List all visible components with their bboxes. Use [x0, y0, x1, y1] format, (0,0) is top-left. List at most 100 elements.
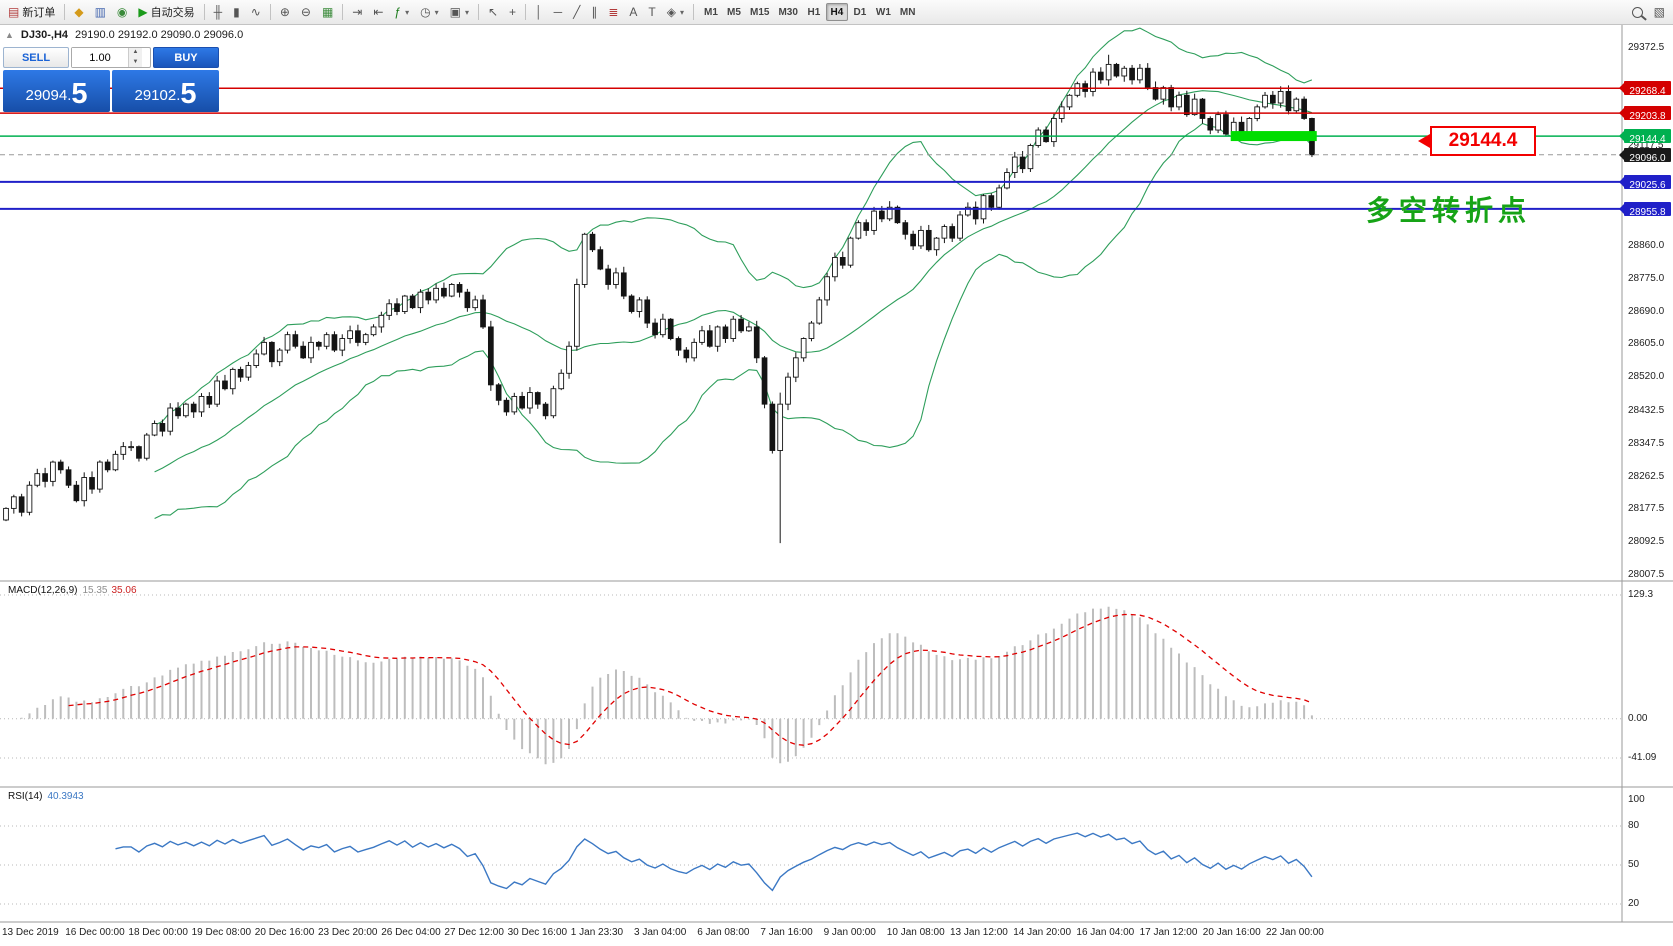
time-tick-label: 9 Jan 00:00: [823, 927, 876, 938]
tile-windows-button[interactable]: ▦: [317, 2, 338, 22]
time-tick-label: 16 Dec 00:00: [65, 927, 125, 938]
vertical-line-button[interactable]: │: [530, 2, 548, 22]
collapse-panel-icon[interactable]: ▲: [5, 30, 14, 40]
time-tick-label: 23 Dec 20:00: [318, 927, 378, 938]
text-button[interactable]: A: [624, 2, 642, 22]
market-watch-button[interactable]: ◆: [69, 2, 88, 22]
auto-scroll-button[interactable]: ⇥: [347, 2, 367, 22]
macd-value-main: 15.35: [82, 585, 108, 596]
shapes-button[interactable]: ◈ ▾: [662, 2, 689, 22]
cursor-button[interactable]: ↖: [483, 2, 503, 22]
time-tick-label: 22 Jan 00:00: [1266, 927, 1324, 938]
label-icon: T: [648, 5, 656, 19]
volume-down-icon[interactable]: ▼: [129, 57, 142, 67]
indicators-icon: ƒ: [394, 5, 402, 19]
market-watch-icon: ◆: [74, 5, 84, 19]
trendline-button[interactable]: ╱: [568, 2, 585, 22]
volume-input[interactable]: [72, 48, 128, 67]
time-tick-label: 1 Jan 23:30: [570, 927, 624, 938]
macd-tick-label: -41.09: [1628, 752, 1657, 763]
new-order-button[interactable]: ▤ 新订单: [3, 2, 60, 22]
chevron-down-icon: ▾: [434, 7, 439, 17]
timeframe-m30-button[interactable]: M30: [774, 3, 801, 21]
line-chart-button[interactable]: ∿: [246, 2, 266, 22]
templates-icon: ▣: [449, 5, 461, 19]
timeframe-mn-button[interactable]: MN: [896, 3, 920, 21]
fibonacci-button[interactable]: ≣: [603, 2, 623, 22]
price-callout[interactable]: 29144.4: [1418, 126, 1536, 156]
annotation-note[interactable]: 多空转折点: [1366, 195, 1532, 226]
time-tick-label: 13 Dec 2019: [2, 927, 59, 938]
horizontal-line-button[interactable]: ─: [549, 2, 568, 22]
time-axis[interactable]: 13 Dec 2019 16 Dec 00:00 18 Dec 00:00 19 De…: [0, 922, 1622, 946]
price-tag: 28955.8: [1619, 201, 1671, 218]
price-tick-label: 28775.0: [1628, 272, 1665, 284]
buy-button[interactable]: BUY: [153, 47, 219, 68]
auto-trading-button[interactable]: ▶ 自动交易: [133, 2, 199, 22]
volume-up-icon[interactable]: ▲: [129, 48, 142, 58]
timeframe-d1-button[interactable]: D1: [849, 3, 871, 21]
chart-shift-button[interactable]: ⇤: [368, 2, 388, 22]
rsi-line: [115, 832, 1313, 892]
periods-button[interactable]: ◷ ▾: [415, 2, 444, 22]
toolbar-separator: [525, 4, 527, 20]
horizontal-line-icon: ─: [553, 5, 563, 19]
buy-price-box[interactable]: 29102. 5: [112, 70, 219, 112]
templates-button[interactable]: ▣ ▾: [445, 2, 474, 22]
channel-button[interactable]: ∥: [586, 2, 602, 22]
crosshair-button[interactable]: +: [504, 2, 521, 22]
candlestick-chart-icon: ▮: [233, 5, 240, 19]
navigator-button[interactable]: ◉: [112, 2, 132, 22]
chart-header: ▲ DJ30-,H4 29190.0 29192.0 29090.0 29096…: [5, 29, 243, 41]
one-click-trading-panel: SELL ▲ ▼ BUY 29094.5 29102.5: [3, 47, 219, 112]
timeframe-m15-button[interactable]: M15: [746, 3, 773, 21]
sell-button[interactable]: SELL: [3, 47, 69, 68]
price-tick-label: 29117.5: [1628, 140, 1664, 152]
timeframe-m1-button[interactable]: M1: [700, 3, 722, 21]
time-tick-label: 19 Dec 08:00: [191, 927, 252, 938]
label-button[interactable]: T: [643, 2, 660, 22]
time-tick-label: 16 Jan 04:00: [1076, 927, 1135, 938]
data-window-button[interactable]: ▥: [90, 2, 111, 22]
vertical-line-icon: │: [535, 5, 543, 19]
line-chart-icon: ∿: [250, 5, 261, 19]
periods-icon: ◷: [420, 5, 431, 19]
auto-trading-icon: ▶: [138, 5, 148, 19]
volume-stepper: ▲ ▼: [71, 47, 151, 68]
price-tick-label: 28690.0: [1628, 305, 1665, 317]
price-tick-label: 28860.0: [1628, 239, 1665, 251]
sell-price: 29094.: [25, 87, 72, 104]
rsi-pane: [115, 832, 1313, 892]
zoom-in-button[interactable]: ⊕: [275, 2, 295, 22]
support-highlight-rect: [1230, 131, 1317, 142]
rsi-tick-label: 20: [1628, 898, 1640, 909]
callout-text: 29144.4: [1448, 130, 1518, 151]
symbol-period-label: DJ30-,H4: [20, 29, 68, 41]
tile-windows-icon: ▦: [321, 5, 334, 19]
price-tag: 29025.6: [1619, 174, 1671, 191]
zoom-out-button[interactable]: ⊖: [296, 2, 316, 22]
sell-price-box[interactable]: 29094. 5: [3, 70, 110, 112]
price-axis[interactable]: 29372.5 29117.5 28860.0 28775.0 28690.0 28605…: [1619, 0, 1673, 946]
price-tick-label: 28177.5: [1628, 503, 1665, 515]
timeframe-m5-button[interactable]: M5: [723, 3, 745, 21]
bar-chart-button[interactable]: ╫: [209, 2, 228, 22]
profiles-button[interactable]: ▧: [1649, 2, 1670, 22]
time-tick-label: 6 Jan 08:00: [697, 927, 750, 938]
search-button[interactable]: [1627, 2, 1648, 22]
trendline-icon: ╱: [573, 5, 581, 19]
macd-tick-label: 129.3: [1628, 589, 1654, 600]
macd-pane: [20, 606, 1313, 765]
indicators-button[interactable]: ƒ ▾: [389, 2, 414, 22]
profiles-icon: ▧: [1653, 5, 1665, 19]
toolbar-separator: [203, 4, 205, 20]
callout-arrow-icon: [1418, 134, 1430, 148]
zoom-out-icon: ⊖: [300, 5, 311, 19]
candlestick-chart-button[interactable]: ▮: [228, 2, 245, 22]
timeframe-w1-button[interactable]: W1: [872, 3, 895, 21]
time-tick-label: 17 Jan 12:00: [1139, 927, 1198, 938]
timeframe-h4-button[interactable]: H4: [825, 3, 848, 21]
timeframe-h1-button[interactable]: H1: [803, 3, 825, 21]
time-tick-label: 18 Dec 00:00: [128, 927, 188, 938]
